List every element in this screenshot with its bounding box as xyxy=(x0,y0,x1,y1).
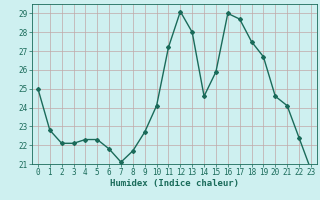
X-axis label: Humidex (Indice chaleur): Humidex (Indice chaleur) xyxy=(110,179,239,188)
